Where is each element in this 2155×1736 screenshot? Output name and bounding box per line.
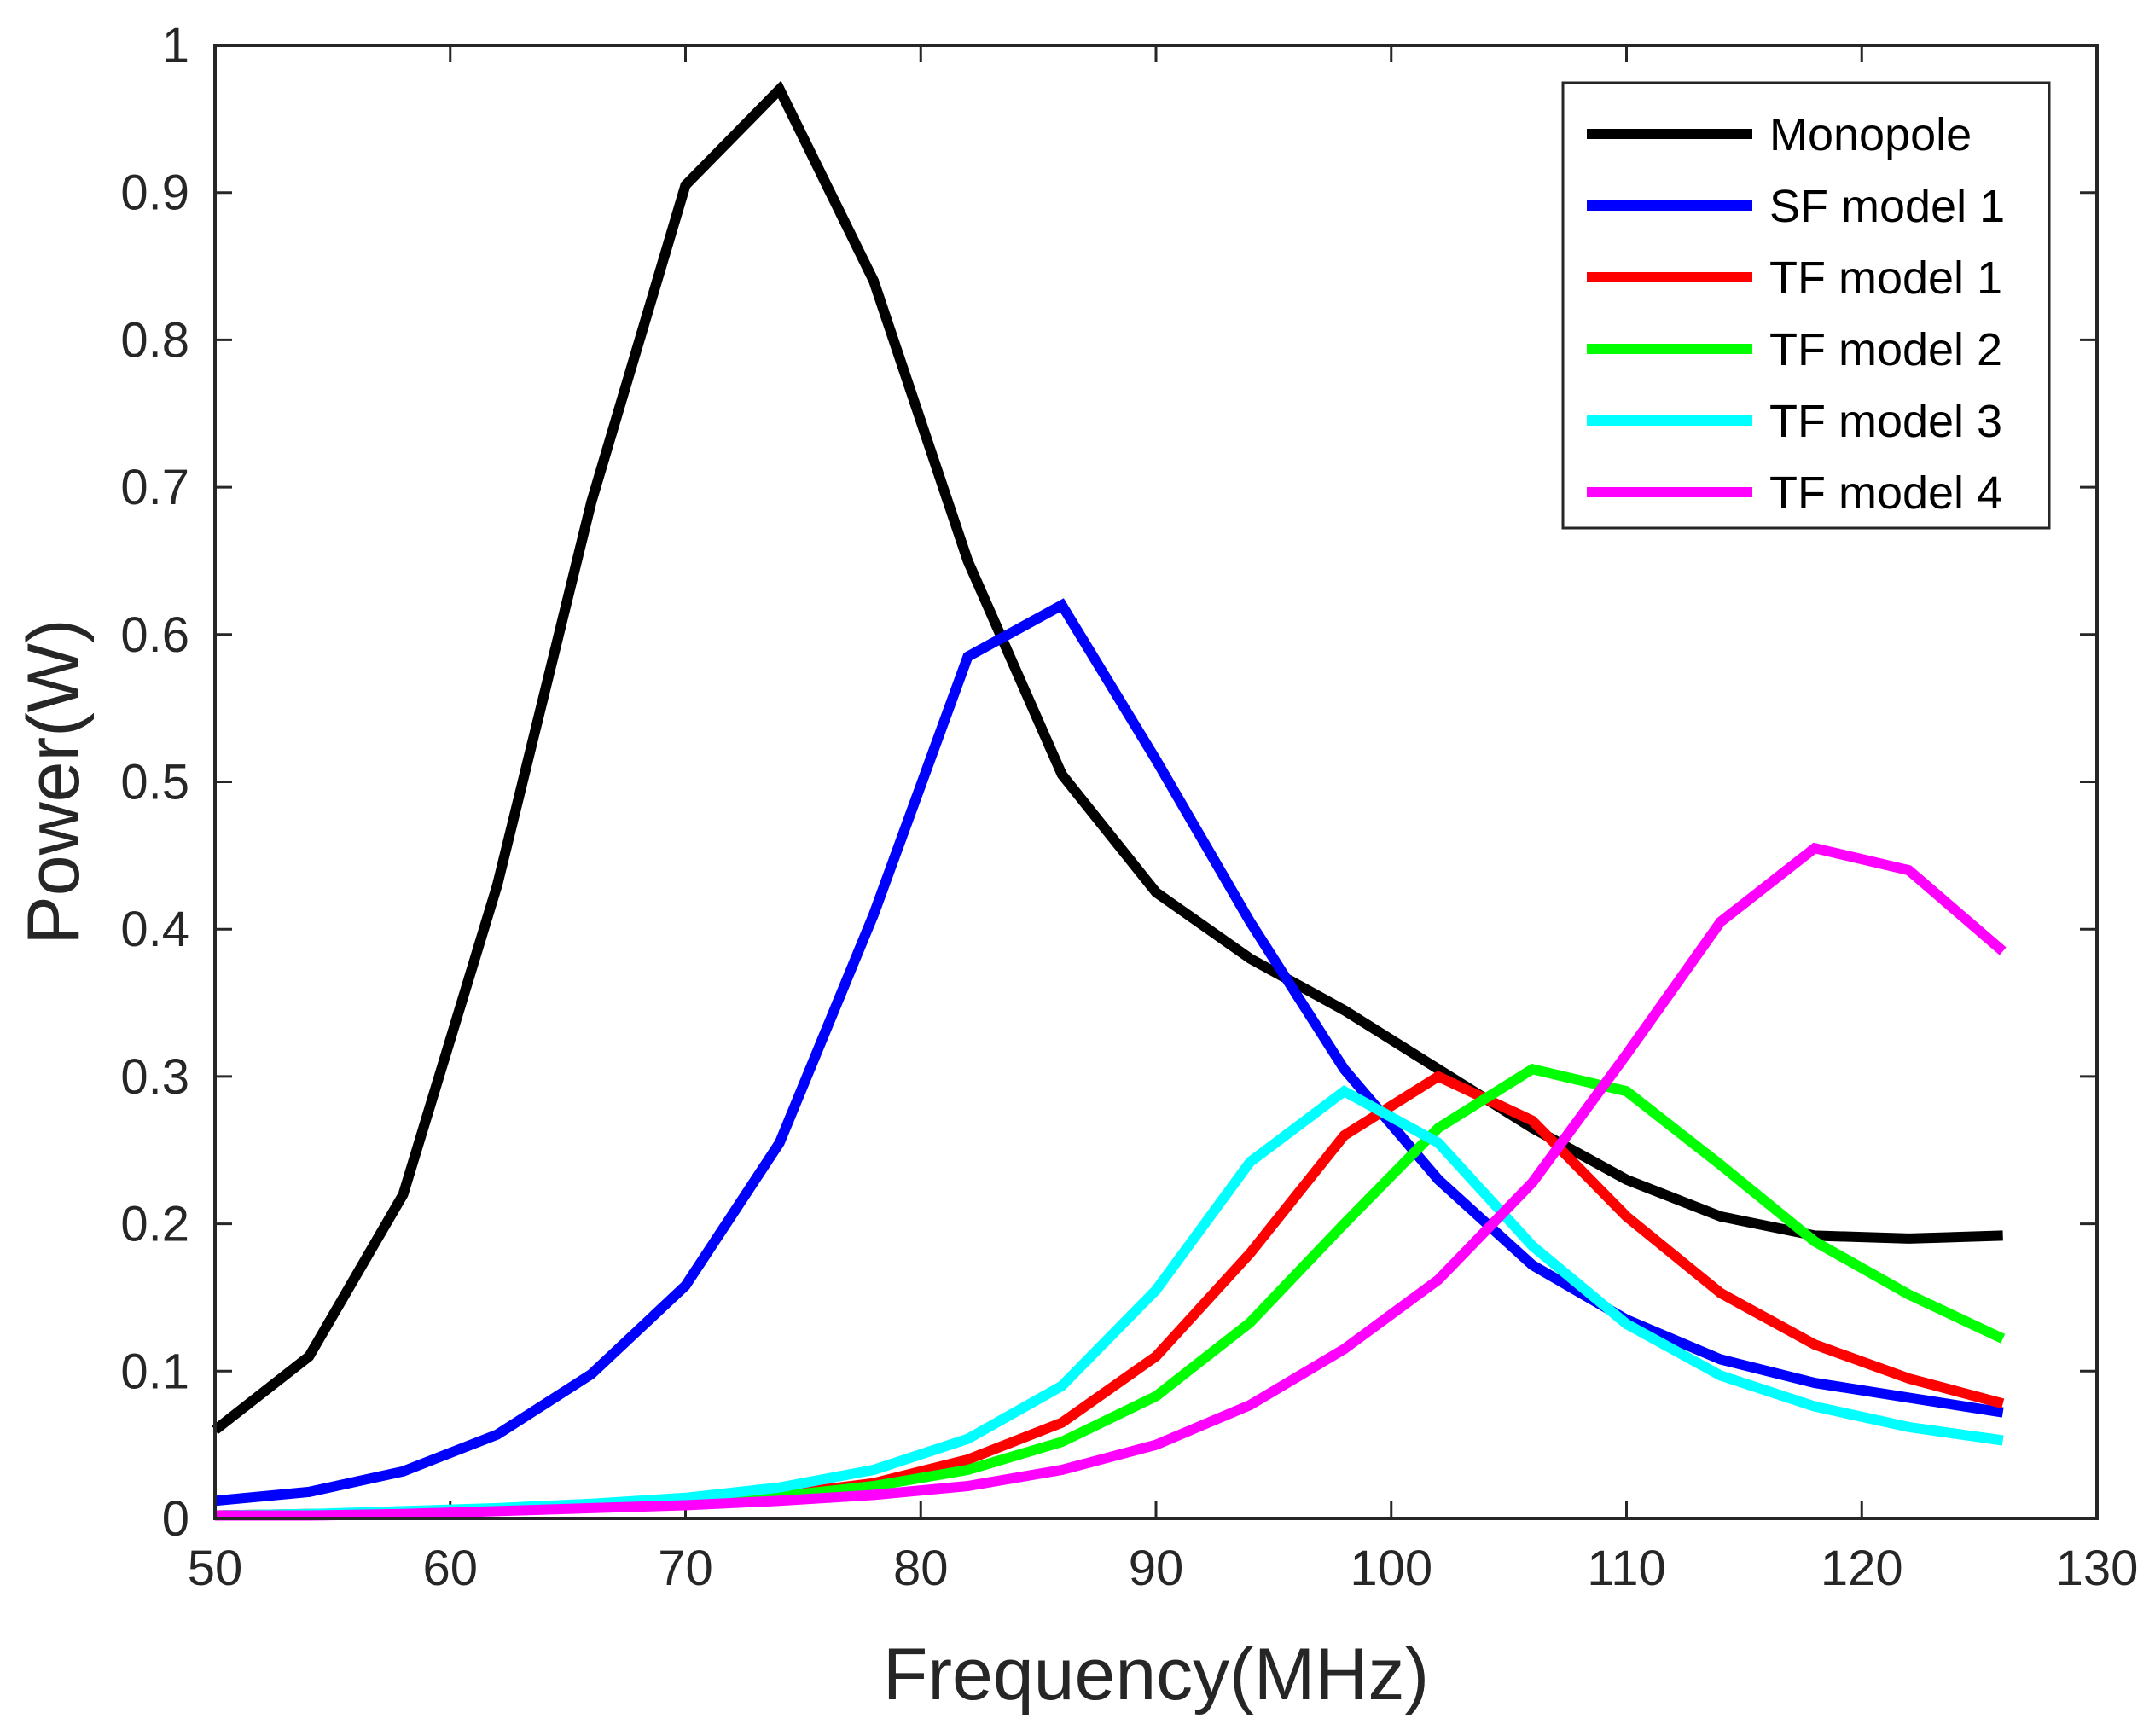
series-lines — [212, 80, 2007, 1521]
legend-label: TF model 3 — [1769, 396, 2002, 447]
y-tick-label: 0.5 — [120, 755, 189, 810]
axis-tick-labels: 50 60 70 80 90 100 110 120 130 0 0.1 0.2 0.3 0.4 0.5 0.… — [120, 18, 2138, 1596]
legend-label: SF model 1 — [1769, 181, 2005, 232]
legend-label: TF model 2 — [1769, 324, 2002, 375]
y-tick-label: 0.4 — [120, 902, 189, 957]
legend: Monopole SF model 1 TF model 1 TF model 2 TF… — [1561, 81, 2051, 530]
x-tick-label: 120 — [1821, 1541, 1903, 1596]
y-tick-label: 0.8 — [120, 312, 189, 368]
y-tick-label: 0.3 — [120, 1049, 189, 1105]
series-line-2 — [214, 598, 2004, 1507]
x-tick-label: 60 — [422, 1541, 478, 1596]
y-tick-label: 1 — [162, 18, 189, 73]
x-tick-label: 100 — [1350, 1541, 1432, 1596]
y-tick-label: 0.1 — [120, 1344, 189, 1399]
plot-area-frame — [213, 44, 2099, 1520]
y-tick-label: 0 — [162, 1491, 189, 1547]
x-tick-label: 130 — [2056, 1541, 2139, 1596]
series-line-6 — [215, 842, 2007, 1521]
x-tick-label: 110 — [1587, 1541, 1665, 1596]
legend-label: TF model 1 — [1769, 253, 2002, 304]
x-tick-label: 90 — [1129, 1541, 1184, 1596]
x-tick-label: 70 — [658, 1541, 713, 1596]
y-tick-label: 0.6 — [120, 607, 189, 663]
x-tick-label: 80 — [893, 1541, 949, 1596]
legend-box — [1561, 81, 2051, 530]
y-tick-label: 0.2 — [120, 1197, 189, 1252]
series-line-1 — [212, 80, 2003, 1435]
legend-label: TF model 4 — [1769, 467, 2002, 519]
y-tick-label: 0.9 — [120, 165, 189, 221]
x-axis-label: Frequency(MHz) — [883, 1634, 1429, 1716]
y-axis-label: Power(W) — [13, 618, 95, 944]
legend-label: Monopole — [1769, 109, 1972, 160]
x-tick-label: 50 — [188, 1541, 243, 1596]
y-tick-label: 0.7 — [120, 460, 189, 515]
